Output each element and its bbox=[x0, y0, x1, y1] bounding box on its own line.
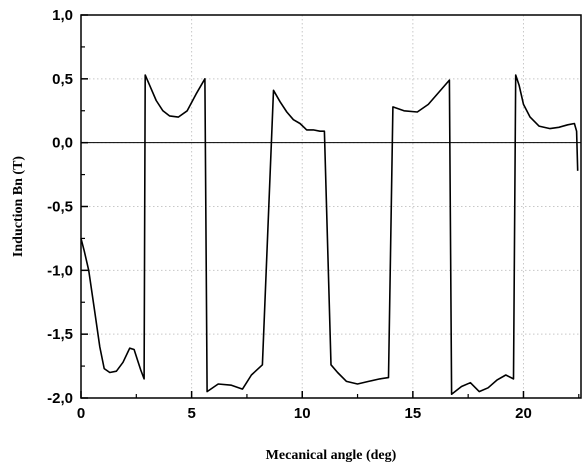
x-tick-label: 0 bbox=[77, 405, 85, 422]
x-tick-label: 5 bbox=[187, 405, 195, 422]
y-tick-label: 1,0 bbox=[52, 7, 73, 24]
y-tick-label: -1,5 bbox=[47, 326, 73, 343]
y-axis-label: Induction Bn (T) bbox=[11, 156, 26, 257]
y-tick-label: -2,0 bbox=[47, 390, 73, 407]
x-tick-label: 10 bbox=[294, 405, 311, 422]
x-tick-label: 15 bbox=[405, 405, 422, 422]
series-line-induction bbox=[80, 74, 579, 395]
y-tick-labels: 1,0 0,5 0,0 -0,5 -1,0 -1,5 -2,0 bbox=[47, 7, 73, 407]
y-tick-label: 0,5 bbox=[52, 71, 73, 88]
axis-ticks bbox=[80, 14, 580, 399]
y-tick-label: -1,0 bbox=[47, 262, 73, 279]
x-axis-label: Mecanical angle (deg) bbox=[266, 448, 397, 463]
y-tick-label: -0,5 bbox=[47, 199, 73, 216]
y-tick-label: 0,0 bbox=[52, 135, 73, 152]
x-tick-labels: 0 5 10 15 20 bbox=[77, 405, 532, 422]
x-tick-label: 20 bbox=[515, 405, 532, 422]
